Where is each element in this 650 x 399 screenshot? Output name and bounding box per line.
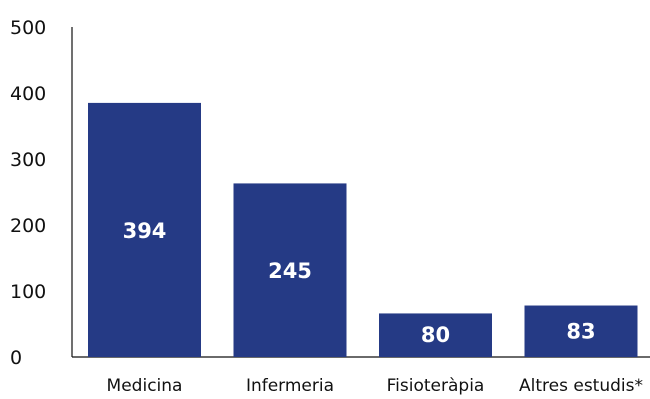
x-tick-label: Medicina bbox=[107, 376, 183, 396]
data-label: 245 bbox=[268, 259, 312, 283]
bar bbox=[233, 183, 347, 357]
data-label: 394 bbox=[123, 219, 167, 243]
x-tick-label: Fisioteràpia bbox=[387, 376, 485, 396]
data-label: 83 bbox=[566, 319, 595, 343]
bar bbox=[524, 305, 638, 357]
bars bbox=[88, 102, 638, 358]
data-labels: 394 245 80 83 bbox=[123, 219, 596, 347]
data-label: 80 bbox=[421, 323, 450, 347]
y-tick-label: 200 bbox=[10, 215, 46, 237]
y-tick-label: 0 bbox=[10, 347, 22, 369]
x-tick-label: Altres estudis* bbox=[519, 376, 643, 396]
x-tick-label: Infermeria bbox=[246, 376, 334, 396]
y-tick-label: 300 bbox=[10, 149, 46, 171]
y-tick-label: 400 bbox=[10, 83, 46, 105]
y-axis-ticks: 0 100 200 300 400 500 bbox=[10, 17, 46, 369]
category-labels: Medicina Infermeria Fisioteràpia Altres est… bbox=[107, 376, 643, 396]
bar bbox=[88, 102, 201, 358]
y-tick-label: 100 bbox=[10, 281, 46, 303]
y-tick-label: 500 bbox=[10, 17, 46, 39]
bar bbox=[379, 313, 492, 357]
